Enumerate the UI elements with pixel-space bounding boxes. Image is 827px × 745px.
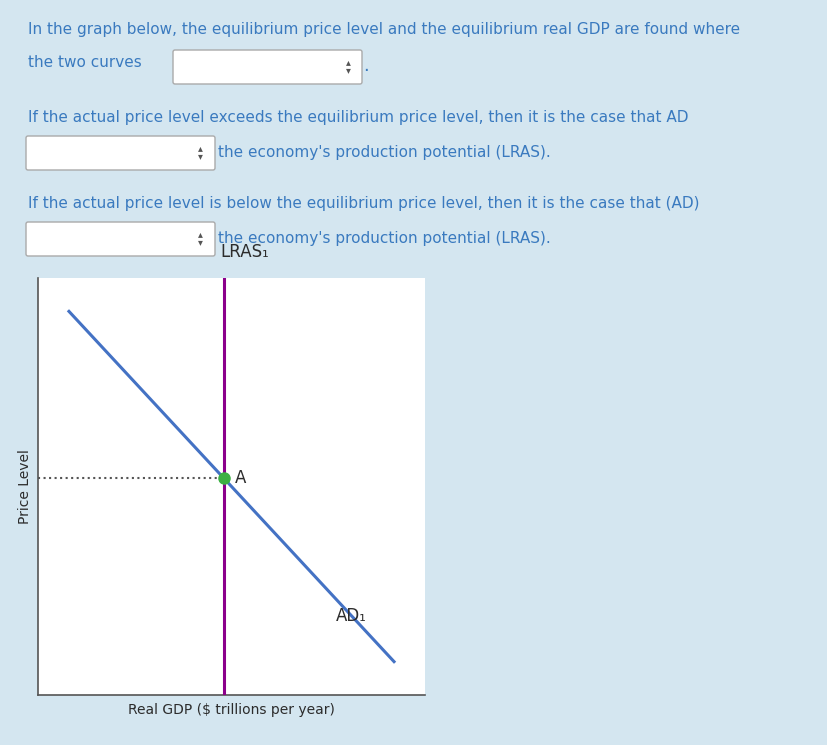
Text: LRAS₁: LRAS₁ — [220, 244, 268, 261]
Text: ▴
▾: ▴ ▾ — [345, 57, 350, 74]
Text: AD₁: AD₁ — [336, 607, 366, 626]
FancyBboxPatch shape — [173, 50, 361, 84]
X-axis label: Real GDP ($ trillions per year): Real GDP ($ trillions per year) — [128, 703, 335, 717]
Text: .: . — [362, 57, 368, 75]
Text: If the actual price level is below the equilibrium price level, then it is the c: If the actual price level is below the e… — [28, 196, 699, 211]
Text: In the graph below, the equilibrium price level and the equilibrium real GDP are: In the graph below, the equilibrium pric… — [28, 22, 739, 37]
Text: If the actual price level exceeds the equilibrium price level, then it is the ca: If the actual price level exceeds the eq… — [28, 110, 688, 125]
FancyBboxPatch shape — [26, 222, 215, 256]
Text: A: A — [235, 469, 246, 487]
Text: the economy's production potential (LRAS).: the economy's production potential (LRAS… — [218, 230, 550, 246]
Text: the economy's production potential (LRAS).: the economy's production potential (LRAS… — [218, 145, 550, 159]
FancyBboxPatch shape — [26, 136, 215, 170]
Y-axis label: Price Level: Price Level — [18, 449, 32, 524]
Text: ▴
▾: ▴ ▾ — [198, 143, 202, 161]
Text: the two curves: the two curves — [28, 55, 141, 70]
Text: ▴
▾: ▴ ▾ — [198, 229, 202, 247]
